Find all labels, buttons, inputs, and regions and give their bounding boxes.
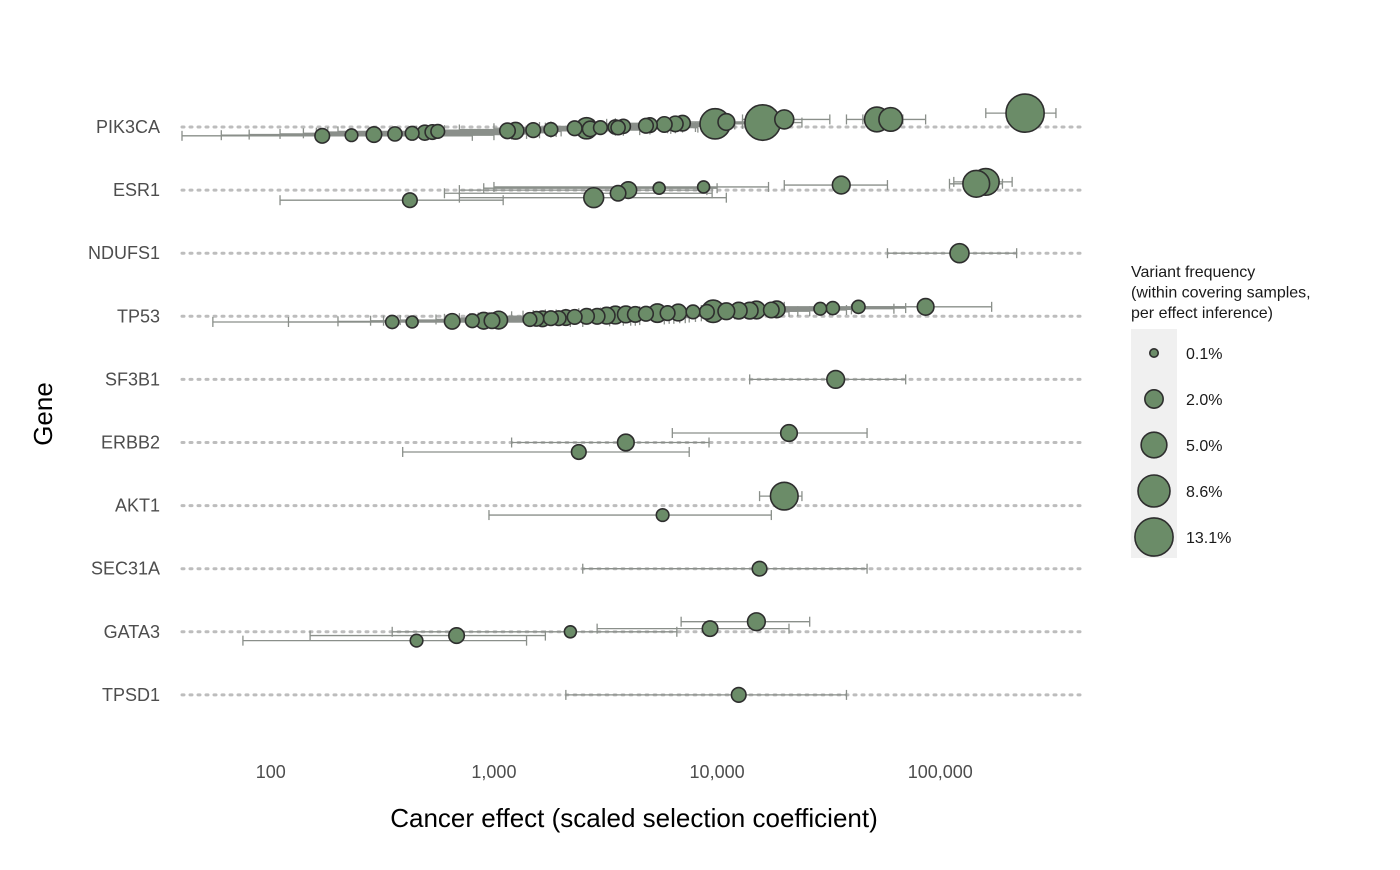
point-pik3ca — [344, 128, 359, 143]
axis-layer: PIK3CA ESR1 NDUFS1 TP53 SF3B1 ERBB2 AKT1 SEC31A… — [88, 117, 973, 782]
point-pik3ca — [717, 112, 736, 132]
gene-label-sf3b1: SF3B1 — [105, 369, 160, 389]
point-esr1 — [609, 184, 627, 202]
point-gata3 — [409, 633, 424, 648]
point-layer — [314, 93, 1045, 704]
gene-label-ndufs1: NDUFS1 — [88, 243, 160, 263]
legend-key-circle — [1144, 389, 1164, 409]
point-gata3 — [701, 620, 719, 638]
point-tp53 — [522, 311, 538, 328]
point-esr1 — [831, 175, 851, 195]
point-pik3ca — [498, 122, 517, 140]
legend-title-line: per effect inference) — [1131, 305, 1273, 322]
gene-label-pik3ca: PIK3CA — [96, 117, 160, 137]
point-pik3ca — [637, 117, 655, 134]
gene-label-tp53: TP53 — [117, 306, 160, 326]
point-sec31a — [751, 560, 768, 577]
point-pik3ca — [430, 123, 446, 140]
point-esr1 — [696, 180, 711, 194]
point-tp53 — [443, 312, 461, 330]
point-pik3ca — [610, 119, 626, 136]
point-ndufs1 — [949, 242, 970, 264]
x-axis-title: Cancer effect (scaled selection coeffici… — [390, 803, 878, 833]
point-esr1 — [962, 169, 991, 198]
legend-label: 5.0% — [1186, 438, 1222, 455]
x-tick-label: 1,000 — [471, 762, 516, 782]
point-tp53 — [698, 303, 715, 320]
point-pik3ca — [655, 115, 673, 134]
point-erbb2 — [779, 423, 799, 443]
legend-label: 8.6% — [1186, 484, 1222, 501]
gene-label-esr1: ESR1 — [113, 180, 160, 200]
point-tp53 — [659, 305, 676, 322]
point-tp53 — [566, 308, 583, 326]
point-tp53 — [825, 300, 841, 316]
gene-label-tpsd1: TPSD1 — [102, 685, 160, 705]
point-gata3 — [563, 625, 578, 639]
point-tp53 — [637, 305, 655, 322]
gene-label-gata3: GATA3 — [104, 622, 160, 642]
point-erbb2 — [616, 433, 635, 452]
legend-key-circle — [1137, 474, 1171, 508]
point-esr1 — [401, 192, 418, 209]
legend: Variant frequency (within covering sample… — [1131, 264, 1311, 558]
point-akt1 — [655, 507, 670, 523]
legend-label: 0.1% — [1186, 346, 1222, 363]
point-tp53 — [813, 301, 828, 316]
grid-layer — [180, 125, 1088, 697]
legend-label: 13.1% — [1186, 530, 1231, 547]
gene-label-erbb2: ERBB2 — [101, 433, 160, 453]
point-pik3ca — [525, 122, 542, 139]
point-pik3ca — [878, 106, 904, 133]
point-tp53 — [405, 315, 419, 329]
point-tp53 — [916, 297, 935, 316]
point-pik3ca — [543, 121, 559, 138]
point-pik3ca — [387, 126, 403, 142]
x-tick-label: 100 — [256, 762, 286, 782]
point-tp53 — [384, 314, 400, 330]
legend-key-circle — [1148, 347, 1160, 359]
x-tick-label: 10,000 — [690, 762, 745, 782]
gene-label-sec31a: SEC31A — [91, 559, 160, 579]
point-akt1 — [769, 481, 799, 511]
point-esr1 — [652, 181, 666, 195]
point-esr1 — [583, 186, 605, 209]
point-erbb2 — [570, 443, 587, 461]
point-pik3ca — [1005, 93, 1045, 134]
point-tp53 — [762, 301, 780, 319]
point-tp53 — [851, 299, 866, 315]
point-gata3 — [746, 612, 767, 632]
point-gata3 — [448, 627, 466, 645]
legend-title-line: Variant frequency — [1131, 264, 1255, 281]
point-tpsd1 — [730, 686, 747, 704]
point-pik3ca — [404, 125, 420, 141]
point-pik3ca — [365, 126, 383, 144]
legend-title-line: (within covering samples, — [1131, 285, 1311, 302]
point-tp53 — [542, 310, 560, 327]
point-tp53 — [483, 312, 501, 330]
point-pik3ca — [314, 127, 331, 144]
point-tp53 — [464, 313, 480, 329]
legend-key-circle — [1134, 517, 1174, 557]
point-tp53 — [717, 302, 736, 321]
point-tp53 — [685, 304, 701, 320]
point-pik3ca — [566, 120, 583, 137]
legend-key-circle — [1140, 431, 1168, 459]
point-pik3ca — [592, 120, 609, 136]
point-pik3ca — [773, 109, 795, 130]
x-tick-label: 100,000 — [908, 762, 973, 782]
legend-label: 2.0% — [1186, 392, 1222, 409]
y-axis-title: Gene — [28, 382, 58, 446]
point-sf3b1 — [826, 369, 846, 390]
gene-label-akt1: AKT1 — [115, 496, 160, 516]
